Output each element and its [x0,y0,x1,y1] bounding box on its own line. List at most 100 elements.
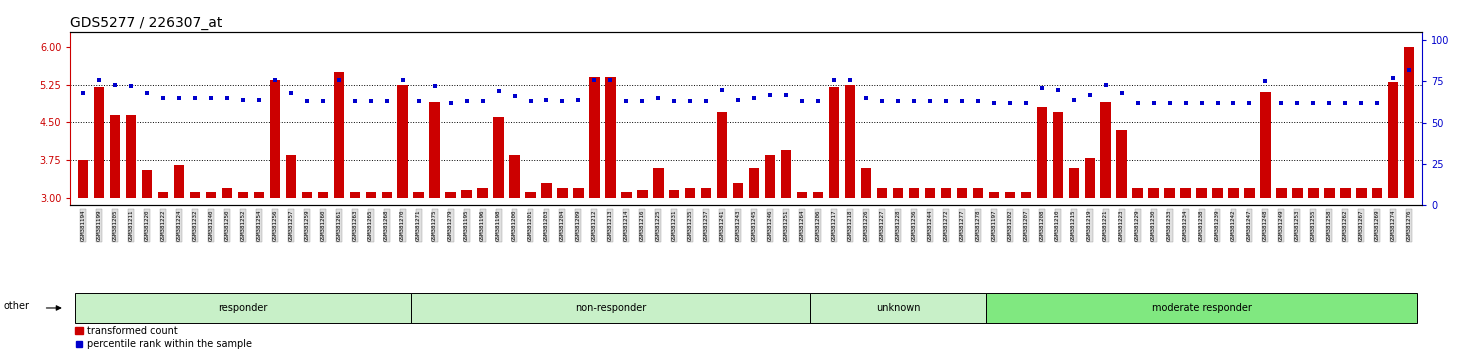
Bar [509,155,520,198]
Bar [142,170,152,198]
Bar [94,87,104,198]
Bar [1020,192,1031,198]
Point [519,98,542,104]
Text: GSM381197: GSM381197 [991,210,997,241]
Bar [1229,188,1239,198]
Bar [349,192,361,198]
Text: GSM381243: GSM381243 [736,210,740,241]
Point [1110,90,1133,96]
Text: GSM381231: GSM381231 [671,210,677,241]
Text: GSM381214: GSM381214 [625,210,629,241]
Point [327,77,350,82]
Point [742,95,765,101]
Text: GSM381226: GSM381226 [863,210,868,241]
Bar [877,188,887,198]
Text: GSM381194: GSM381194 [81,210,85,241]
Text: GSM381205: GSM381205 [113,210,117,241]
Point [695,98,718,104]
Bar [318,192,328,198]
Bar [1148,188,1158,198]
Point [391,77,415,82]
Text: GSM381227: GSM381227 [880,210,884,241]
Point [232,97,255,102]
Text: GSM381201: GSM381201 [528,210,534,241]
Text: GSM381220: GSM381220 [145,210,150,241]
Bar [478,188,488,198]
Point [966,98,990,104]
Text: GSM381254: GSM381254 [257,210,261,241]
Point [408,98,431,104]
Text: GSM381208: GSM381208 [1039,210,1044,241]
Point [1047,87,1070,92]
Text: GSM381199: GSM381199 [97,210,101,241]
Point [582,77,605,82]
Bar [158,192,169,198]
Bar [1261,92,1271,198]
Text: GSM381223: GSM381223 [1119,210,1124,241]
Bar [638,190,648,198]
Point [567,97,591,102]
Text: GSM381210: GSM381210 [1056,210,1060,241]
Bar [494,117,504,198]
Text: GSM381262: GSM381262 [1343,210,1347,241]
Point [1270,100,1293,106]
Text: GSM381195: GSM381195 [465,210,469,241]
Text: GSM381264: GSM381264 [799,210,805,241]
Bar [988,192,998,198]
Bar [174,165,185,198]
Text: GSM381268: GSM381268 [384,210,388,241]
Text: GSM381234: GSM381234 [1183,210,1187,241]
Text: GSM381247: GSM381247 [1248,210,1252,241]
Point [248,97,271,102]
Bar [1069,167,1079,198]
Bar [126,115,136,198]
Text: unknown: unknown [875,303,921,313]
Point [1061,97,1085,102]
Text: GSM381213: GSM381213 [608,210,613,241]
Bar [525,192,535,198]
Text: GSM381215: GSM381215 [1072,210,1076,241]
Bar [1388,82,1399,198]
Point [647,95,670,101]
Bar [1164,188,1174,198]
Point [1078,92,1101,97]
Point [1397,67,1421,73]
Bar [334,72,345,198]
Text: GSM381235: GSM381235 [688,210,693,241]
Text: GSM381209: GSM381209 [576,210,581,241]
Text: GSM381265: GSM381265 [368,210,374,241]
Point [630,98,654,104]
Bar [205,192,216,198]
Bar [622,192,632,198]
Text: moderate responder: moderate responder [1152,303,1252,313]
Text: GSM381244: GSM381244 [928,210,932,241]
Bar [75,293,410,323]
Text: GSM381233: GSM381233 [1167,210,1173,241]
Text: GSM381228: GSM381228 [896,210,900,241]
Text: GSM381206: GSM381206 [815,210,821,241]
Point [614,98,638,104]
Bar [654,167,664,198]
Bar [1085,158,1095,198]
Bar [828,87,839,198]
Text: GSM381263: GSM381263 [352,210,358,241]
Text: GSM381252: GSM381252 [240,210,245,241]
Text: GSM381218: GSM381218 [847,210,853,241]
Bar [1308,188,1318,198]
Point [375,98,399,104]
Bar [909,188,919,198]
Text: GSM381260: GSM381260 [320,210,325,241]
Point [998,100,1022,106]
Point [1221,100,1245,106]
Bar [668,190,679,198]
Text: GSM381219: GSM381219 [1088,210,1092,241]
Point [104,82,128,87]
Text: GSM381225: GSM381225 [655,210,661,241]
Point [598,77,622,82]
Point [311,98,334,104]
Bar [1196,188,1207,198]
Point [982,100,1006,106]
Point [806,98,830,104]
Text: GSM381198: GSM381198 [496,210,501,241]
Point [183,95,207,101]
